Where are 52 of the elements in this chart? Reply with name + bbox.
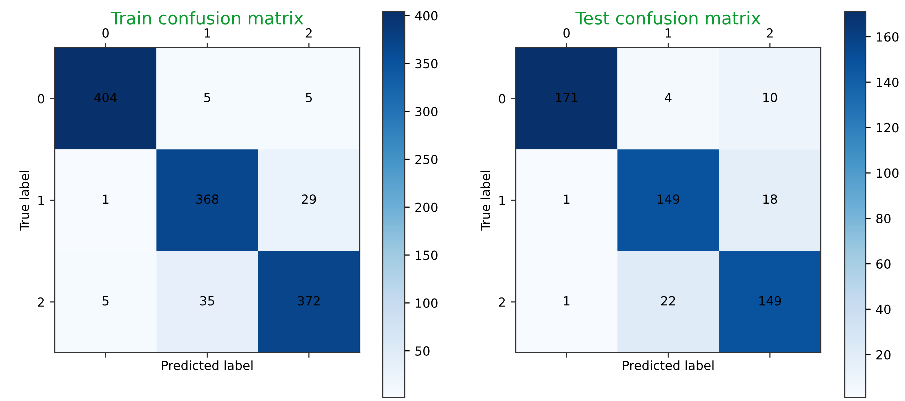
x-tick-label: 1 xyxy=(204,28,210,38)
data-label: 171 xyxy=(556,93,578,102)
y-tick-label: 1 xyxy=(38,196,44,206)
x-tick-label: 2 xyxy=(767,28,773,38)
y-axis-title: True label xyxy=(20,171,30,231)
color-bar-label: 120 xyxy=(877,123,899,133)
chart-title: Train confusion matrix xyxy=(110,11,304,25)
color-bar-label: 40 xyxy=(876,304,891,314)
color-bar-label: 100 xyxy=(877,168,899,178)
chart-title: Test confusion matrix xyxy=(576,11,761,25)
x-tick-label: 1 xyxy=(666,28,672,38)
data-label: 149 xyxy=(760,296,782,306)
data-label: 404 xyxy=(94,93,118,102)
color-bar-label: 300 xyxy=(416,107,438,117)
color-bar-label: 160 xyxy=(877,32,899,42)
data-label: 5 xyxy=(306,93,312,102)
data-label: 1 xyxy=(564,194,570,204)
data-label: 1 xyxy=(103,194,109,204)
color-bar-label: 60 xyxy=(876,260,891,269)
data-label: 4 xyxy=(665,93,672,102)
color-bar-label: 200 xyxy=(416,202,438,212)
y-tick-label: 0 xyxy=(38,94,44,104)
color-bar-label: 80 xyxy=(876,214,891,224)
y-tick-label: 2 xyxy=(499,298,506,307)
color-bar-label: 400 xyxy=(415,11,438,21)
x-tick-label: 2 xyxy=(306,28,312,38)
y-tick-label: 2 xyxy=(38,298,44,307)
data-label: 10 xyxy=(764,93,778,102)
y-axis-title: True label xyxy=(480,171,490,231)
data-label: 18 xyxy=(764,194,778,204)
y-tick-label: 0 xyxy=(499,94,506,104)
color-bar-label: 50 xyxy=(416,346,430,356)
y-tick-label: 1 xyxy=(500,196,506,206)
color-bar-label: 150 xyxy=(416,250,438,260)
x-tick-label: 0 xyxy=(564,28,570,38)
color-bar-label: 250 xyxy=(416,154,438,164)
data-label: 5 xyxy=(204,93,210,102)
data-label: 5 xyxy=(102,296,109,306)
color-bar-label: 350 xyxy=(416,59,438,69)
x-tick-label: 0 xyxy=(102,28,109,38)
data-label: 149 xyxy=(658,194,680,204)
data-label: 1 xyxy=(564,296,570,306)
color-bar-label: 140 xyxy=(877,78,899,88)
x-axis-title: Predicted label xyxy=(623,360,714,370)
data-label: 22 xyxy=(661,296,676,306)
x-axis-title: Predicted label xyxy=(162,360,253,370)
color-bar-label: 100 xyxy=(416,298,438,308)
data-label: 372 xyxy=(298,296,320,306)
data-label: 35 xyxy=(200,296,214,306)
data-label: 29 xyxy=(302,194,316,204)
color-bar-label: 20 xyxy=(876,350,891,360)
data-label: 368 xyxy=(196,194,219,204)
